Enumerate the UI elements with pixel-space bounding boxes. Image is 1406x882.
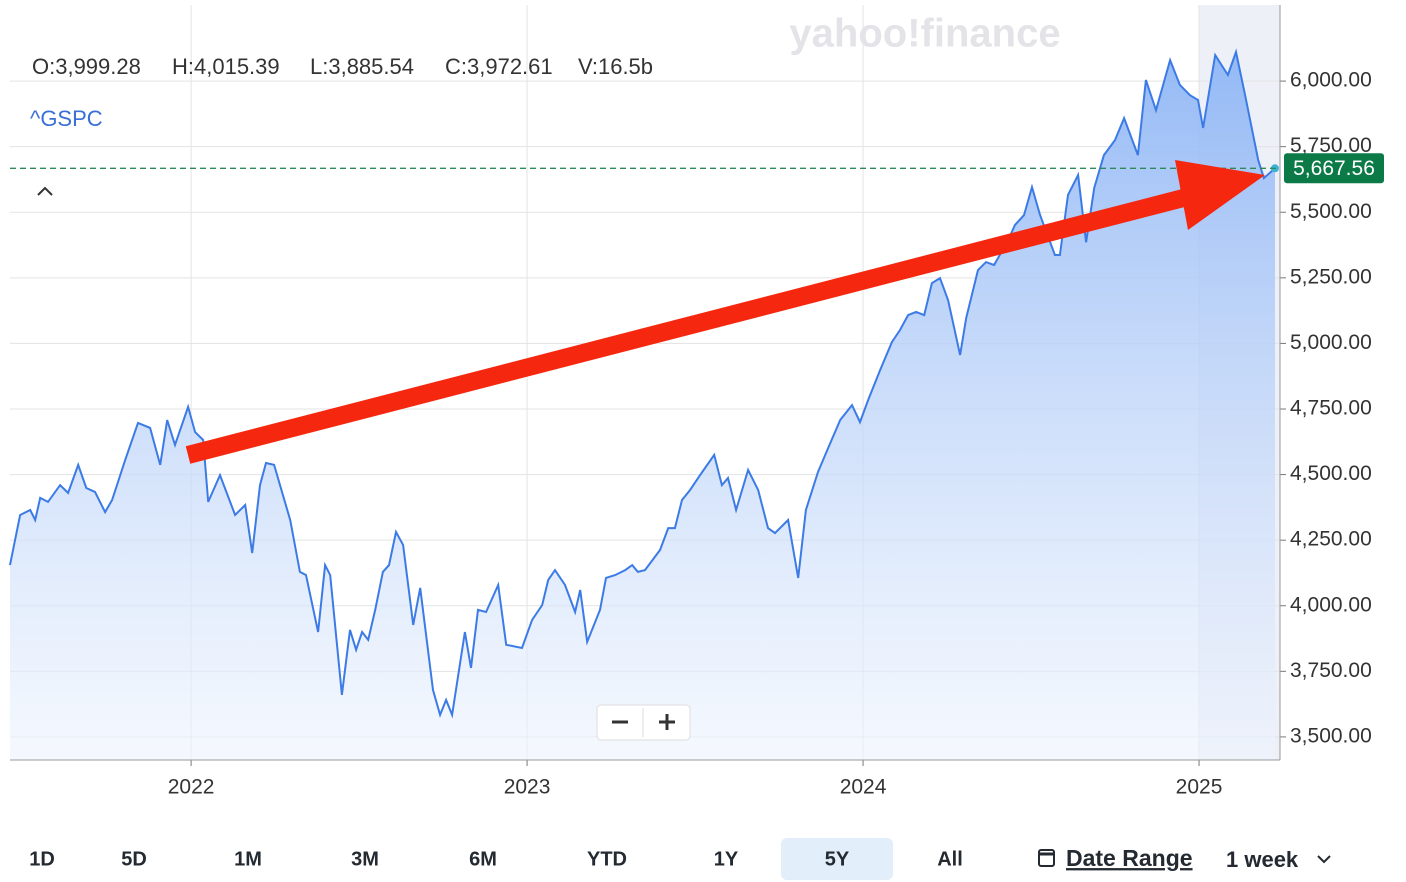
- ohlc-value: V:16.5b: [578, 54, 653, 79]
- ohlc-value: L:3,885.54: [310, 54, 414, 79]
- collapse-icon[interactable]: [37, 186, 53, 196]
- y-tick-label: 3,750.00: [1290, 659, 1372, 682]
- x-tick-label: 2022: [168, 776, 215, 799]
- range-button[interactable]: YTD: [587, 848, 627, 870]
- arrow-head: [1175, 160, 1265, 230]
- range-button[interactable]: 3M: [351, 848, 379, 870]
- y-tick-label: 4,750.00: [1290, 397, 1372, 420]
- range-button[interactable]: 5Y: [825, 848, 850, 870]
- ohlc-value: H:4,015.39: [172, 54, 280, 79]
- area: [10, 52, 1275, 760]
- range-button[interactable]: 6M: [469, 848, 497, 870]
- interval[interactable]: 1 week: [1226, 847, 1299, 872]
- range-button[interactable]: All: [937, 848, 963, 870]
- y-tick-label: 4,250.00: [1290, 528, 1372, 551]
- zoom-control: [596, 704, 691, 741]
- ohlc-value: C:3,972.61: [445, 54, 553, 79]
- arrow-shaft: [185, 186, 1198, 464]
- range-button[interactable]: 1Y: [714, 848, 739, 870]
- y-tick-label: 5,000.00: [1290, 331, 1372, 354]
- y-tick-label: 5,250.00: [1290, 265, 1372, 288]
- x-tick-label: 2023: [504, 776, 551, 799]
- ohlc-value: O:3,999.28: [32, 54, 141, 79]
- y-tick-label: 6,000.00: [1290, 69, 1372, 92]
- date-range[interactable]: Date Range: [1066, 845, 1193, 871]
- symbol: ^GSPC: [30, 106, 103, 131]
- range-selected-bg: [781, 838, 893, 880]
- interval-chevron[interactable]: [1317, 855, 1331, 864]
- range-button[interactable]: 1M: [234, 848, 262, 870]
- watermark: yahoo!finance: [789, 12, 1060, 56]
- x-tick-label: 2024: [840, 776, 887, 799]
- y-tick-label: 5,750.00: [1290, 134, 1372, 157]
- calendar-icon: [1038, 849, 1055, 867]
- range-button[interactable]: 1D: [29, 848, 55, 870]
- price-label: 5,667.56: [1293, 157, 1375, 180]
- x-tick-label: 2025: [1176, 776, 1223, 799]
- y-tick-label: 5,500.00: [1290, 200, 1372, 223]
- range-button[interactable]: 5D: [121, 848, 147, 870]
- y-tick-label: 4,000.00: [1290, 593, 1372, 616]
- y-tick-label: 3,500.00: [1290, 724, 1372, 747]
- price-badge: [1284, 153, 1384, 184]
- line: [9, 48, 1276, 719]
- y-tick-label: 4,500.00: [1290, 462, 1372, 485]
